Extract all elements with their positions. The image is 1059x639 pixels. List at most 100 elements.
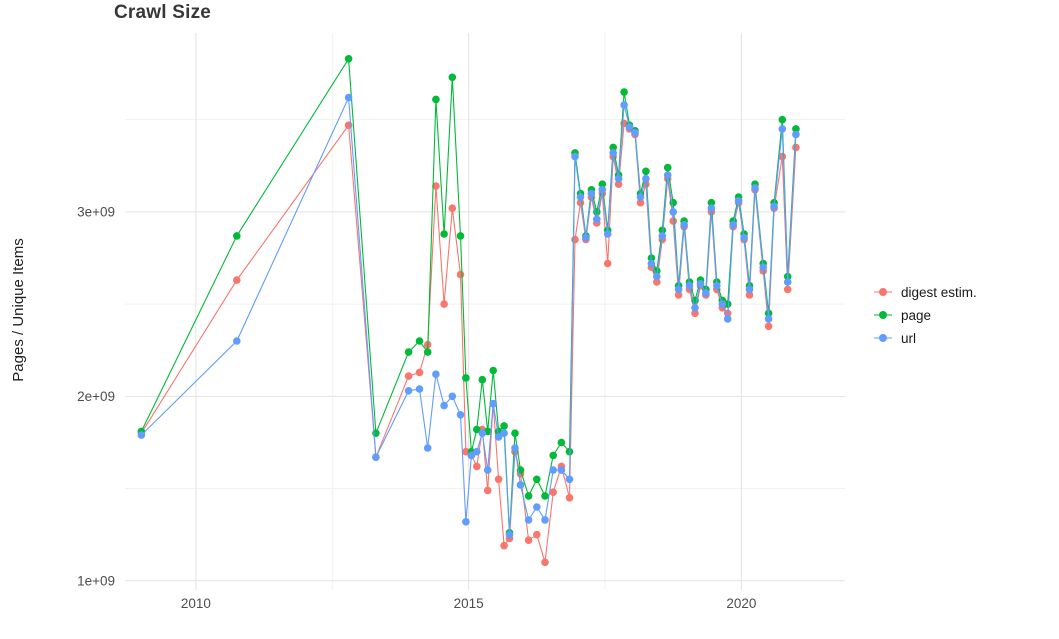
point-digest-estim [792, 143, 800, 152]
point-digest-estim [691, 309, 699, 318]
point-page [609, 143, 617, 152]
point-url [696, 280, 705, 288]
point-digest-estim [524, 536, 533, 544]
point-url [620, 101, 628, 109]
point-page [423, 348, 432, 356]
point-digest-estim [653, 278, 661, 286]
point-url [473, 447, 481, 456]
point-url [603, 230, 612, 238]
point-url [729, 221, 737, 229]
point-url [571, 152, 579, 161]
point-page [792, 125, 800, 133]
point-url [614, 174, 623, 183]
point-page [533, 475, 541, 484]
point-url [565, 475, 574, 484]
point-page [557, 438, 566, 447]
point-page [489, 366, 498, 375]
legend-key-icon [874, 311, 892, 319]
point-page [372, 429, 380, 438]
point-url [658, 232, 667, 240]
point-url [233, 337, 241, 345]
point-page [663, 163, 672, 172]
x-tick-label: 2015 [454, 596, 484, 611]
point-url [462, 518, 470, 526]
legend-entry-url: url [874, 330, 977, 346]
point-digest-estim [500, 541, 508, 550]
point-url [415, 385, 424, 393]
point-digest-estim [440, 300, 448, 308]
point-page [500, 422, 508, 430]
legend-key-icon [874, 334, 892, 342]
point-url [137, 431, 146, 439]
point-page [707, 198, 716, 207]
point-page [541, 492, 549, 500]
point-page [549, 451, 557, 460]
point-url [448, 392, 457, 401]
point-url [718, 300, 727, 308]
point-url [663, 171, 672, 179]
point-digest-estim [669, 217, 677, 225]
point-digest-estim [636, 198, 645, 207]
point-url [707, 204, 716, 212]
point-digest-estim [483, 486, 492, 495]
point-page [620, 88, 628, 96]
point-page [598, 180, 607, 188]
point-digest-estim [462, 447, 470, 456]
point-url [631, 128, 639, 137]
point-url [372, 453, 380, 462]
legend-entry-page: page [874, 307, 977, 323]
legend: digest estim. page url [874, 284, 977, 346]
point-page [524, 492, 533, 500]
point-page [642, 167, 650, 176]
point-digest-estim [764, 322, 773, 331]
point-url [587, 189, 596, 198]
point-digest-estim [571, 235, 579, 244]
point-digest-estim [404, 372, 413, 380]
point-digest-estim [456, 270, 465, 279]
point-page [669, 198, 677, 207]
point-url [593, 215, 601, 224]
point-url [653, 272, 661, 281]
point-url [642, 174, 650, 183]
y-tick-label: 2e+09 [77, 389, 115, 404]
point-url [669, 208, 677, 216]
point-url [494, 433, 503, 441]
point-url [636, 193, 645, 201]
point-page [404, 348, 413, 356]
point-url [783, 278, 792, 286]
point-digest-estim [565, 494, 574, 502]
point-digest-estim [778, 152, 787, 161]
point-url [745, 285, 754, 294]
point-page [344, 55, 353, 63]
point-url [423, 444, 432, 452]
point-url [549, 466, 557, 474]
point-digest-estim [233, 276, 241, 284]
point-url [759, 263, 767, 272]
point-url [734, 197, 743, 205]
point-page [473, 425, 481, 434]
point-url [778, 125, 787, 133]
point-digest-estim [603, 259, 612, 268]
point-url [764, 315, 773, 323]
point-url [713, 281, 721, 290]
legend-label: digest estim. [901, 284, 977, 300]
point-url [702, 289, 710, 297]
point-url [541, 516, 549, 524]
point-digest-estim [473, 462, 481, 471]
x-tick-label: 2010 [181, 596, 211, 611]
point-url [440, 401, 448, 410]
point-digest-estim [783, 285, 792, 294]
point-page [456, 232, 465, 240]
point-url [483, 466, 492, 474]
point-digest-estim [745, 291, 754, 299]
y-tick-label: 1e+09 [77, 573, 115, 588]
point-url [467, 451, 476, 460]
point-url [691, 304, 699, 312]
point-digest-estim [541, 558, 549, 567]
legend-key-icon [874, 288, 892, 296]
point-url [505, 530, 514, 539]
point-digest-estim [415, 368, 424, 377]
point-page [448, 73, 457, 82]
point-url [456, 411, 465, 419]
